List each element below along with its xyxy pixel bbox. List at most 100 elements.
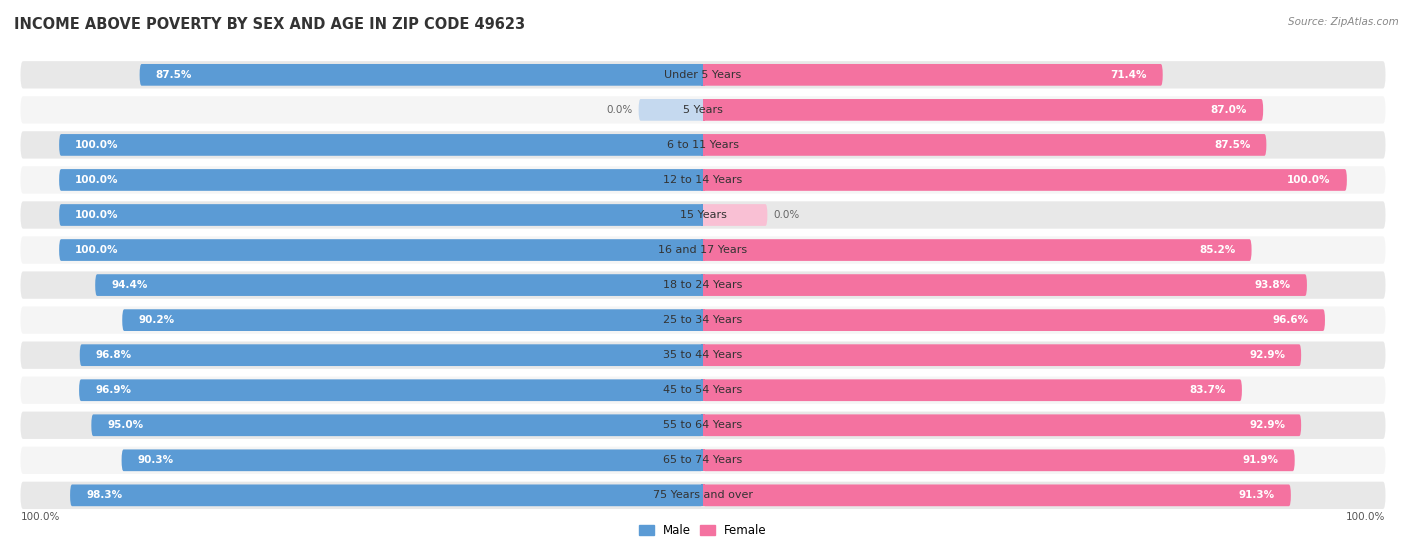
FancyBboxPatch shape [703,344,1301,366]
FancyBboxPatch shape [79,380,703,401]
Bar [702,204,703,226]
Text: 16 and 17 Years: 16 and 17 Years [658,245,748,255]
FancyBboxPatch shape [59,204,703,226]
FancyBboxPatch shape [703,99,1263,121]
Text: 100.0%: 100.0% [1346,512,1385,522]
Bar [702,64,703,86]
FancyBboxPatch shape [703,414,1301,436]
FancyBboxPatch shape [703,204,768,226]
FancyBboxPatch shape [703,380,1241,401]
FancyBboxPatch shape [703,449,1295,471]
Text: 92.9%: 92.9% [1249,420,1285,430]
Bar [703,99,704,121]
Text: 55 to 64 Years: 55 to 64 Years [664,420,742,430]
Bar [702,99,703,121]
Text: 0.0%: 0.0% [773,210,800,220]
FancyBboxPatch shape [91,414,703,436]
Bar [703,309,704,331]
FancyBboxPatch shape [21,166,1385,193]
Bar [703,64,704,86]
FancyBboxPatch shape [59,169,703,191]
Text: 75 Years and over: 75 Years and over [652,490,754,500]
FancyBboxPatch shape [96,274,703,296]
FancyBboxPatch shape [21,377,1385,404]
Text: 94.4%: 94.4% [111,280,148,290]
Text: 25 to 34 Years: 25 to 34 Years [664,315,742,325]
Text: 95.0%: 95.0% [107,420,143,430]
FancyBboxPatch shape [21,482,1385,509]
Text: 87.5%: 87.5% [156,70,193,80]
Text: 96.9%: 96.9% [96,385,131,395]
Text: 83.7%: 83.7% [1189,385,1226,395]
Legend: Male, Female: Male, Female [634,520,772,542]
Text: 45 to 54 Years: 45 to 54 Years [664,385,742,395]
Bar [703,380,704,401]
FancyBboxPatch shape [703,239,1251,261]
Text: INCOME ABOVE POVERTY BY SEX AND AGE IN ZIP CODE 49623: INCOME ABOVE POVERTY BY SEX AND AGE IN Z… [14,17,526,32]
FancyBboxPatch shape [139,64,703,86]
Text: 91.9%: 91.9% [1243,455,1278,465]
FancyBboxPatch shape [21,447,1385,474]
Text: 100.0%: 100.0% [1288,175,1330,185]
Bar [703,274,704,296]
FancyBboxPatch shape [121,449,703,471]
FancyBboxPatch shape [703,64,1163,86]
FancyBboxPatch shape [21,411,1385,439]
FancyBboxPatch shape [703,134,1267,156]
FancyBboxPatch shape [59,134,703,156]
Text: 5 Years: 5 Years [683,105,723,115]
Bar [703,239,704,261]
Bar [702,274,703,296]
Text: 90.2%: 90.2% [138,315,174,325]
Text: Source: ZipAtlas.com: Source: ZipAtlas.com [1288,17,1399,27]
Text: 15 Years: 15 Years [679,210,727,220]
Text: 6 to 11 Years: 6 to 11 Years [666,140,740,150]
Bar [702,309,703,331]
Text: 93.8%: 93.8% [1254,280,1291,290]
Bar [703,414,704,436]
Bar [702,239,703,261]
FancyBboxPatch shape [21,236,1385,264]
FancyBboxPatch shape [122,309,703,331]
Bar [702,449,703,471]
FancyBboxPatch shape [703,169,1347,191]
Bar [702,344,703,366]
Text: 85.2%: 85.2% [1199,245,1236,255]
Text: 92.9%: 92.9% [1249,350,1285,360]
FancyBboxPatch shape [703,485,1291,506]
Text: 0.0%: 0.0% [606,105,633,115]
Text: 100.0%: 100.0% [76,175,118,185]
Bar [702,485,703,506]
FancyBboxPatch shape [21,342,1385,369]
Bar [703,169,704,191]
Bar [703,204,704,226]
Text: 100.0%: 100.0% [21,512,60,522]
Text: 96.6%: 96.6% [1272,315,1309,325]
Bar [703,449,704,471]
Text: 65 to 74 Years: 65 to 74 Years [664,455,742,465]
Bar [702,380,703,401]
Bar [702,169,703,191]
FancyBboxPatch shape [638,99,703,121]
Text: 12 to 14 Years: 12 to 14 Years [664,175,742,185]
Bar [703,134,704,156]
Text: 100.0%: 100.0% [76,210,118,220]
FancyBboxPatch shape [21,96,1385,124]
Text: 91.3%: 91.3% [1239,490,1275,500]
Text: 71.4%: 71.4% [1111,70,1147,80]
Text: 90.3%: 90.3% [138,455,174,465]
Text: Under 5 Years: Under 5 Years [665,70,741,80]
FancyBboxPatch shape [703,274,1308,296]
Bar [703,344,704,366]
Text: 96.8%: 96.8% [96,350,132,360]
Text: 18 to 24 Years: 18 to 24 Years [664,280,742,290]
Bar [703,485,704,506]
Bar [702,134,703,156]
Text: 98.3%: 98.3% [86,490,122,500]
Text: 35 to 44 Years: 35 to 44 Years [664,350,742,360]
FancyBboxPatch shape [21,306,1385,334]
FancyBboxPatch shape [21,201,1385,229]
Text: 100.0%: 100.0% [76,245,118,255]
FancyBboxPatch shape [70,485,703,506]
Text: 87.0%: 87.0% [1211,105,1247,115]
